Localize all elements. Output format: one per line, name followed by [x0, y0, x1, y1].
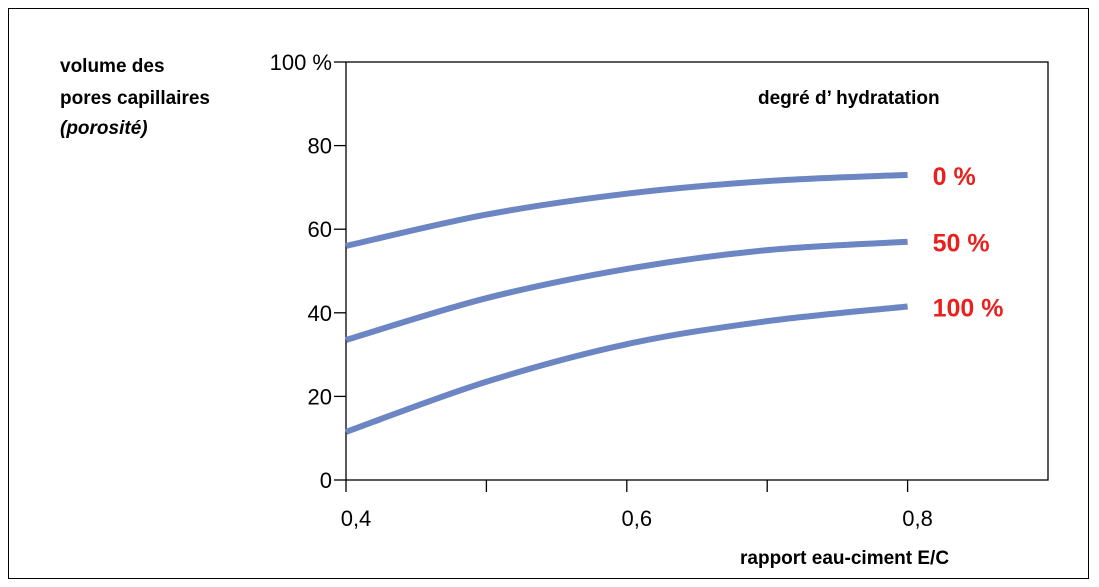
y-tick-label: 100 %	[270, 50, 332, 75]
y-tick-label: 20	[308, 384, 332, 409]
y-axis-label-line-1: volume des	[60, 56, 165, 77]
y-tick-label: 0	[320, 468, 332, 493]
series-line-2	[345, 238, 908, 343]
series-label-1: 0 %	[933, 163, 976, 191]
plot-area-border	[345, 61, 1049, 481]
series-label-3: 100 %	[933, 295, 1004, 323]
x-tick-label: 0,8	[902, 506, 933, 531]
series-label-2: 50 %	[933, 230, 990, 258]
legend-title: degré d’ hydratation	[758, 88, 940, 109]
y-axis-label-line-3: (porosité)	[60, 118, 148, 139]
y-tick-label: 60	[308, 217, 332, 242]
series-line-3	[344, 303, 908, 435]
x-tick-label: 0,6	[622, 506, 653, 531]
y-axis-label-line-2: pores capillaires	[60, 88, 210, 109]
series-line-1	[345, 171, 908, 249]
x-axis-label: rapport eau-ciment E/C	[740, 548, 950, 569]
chart-frame	[8, 8, 1089, 579]
y-tick-label: 80	[308, 134, 332, 159]
y-tick-label: 40	[308, 301, 332, 326]
x-tick-label: 0,4	[341, 506, 372, 531]
